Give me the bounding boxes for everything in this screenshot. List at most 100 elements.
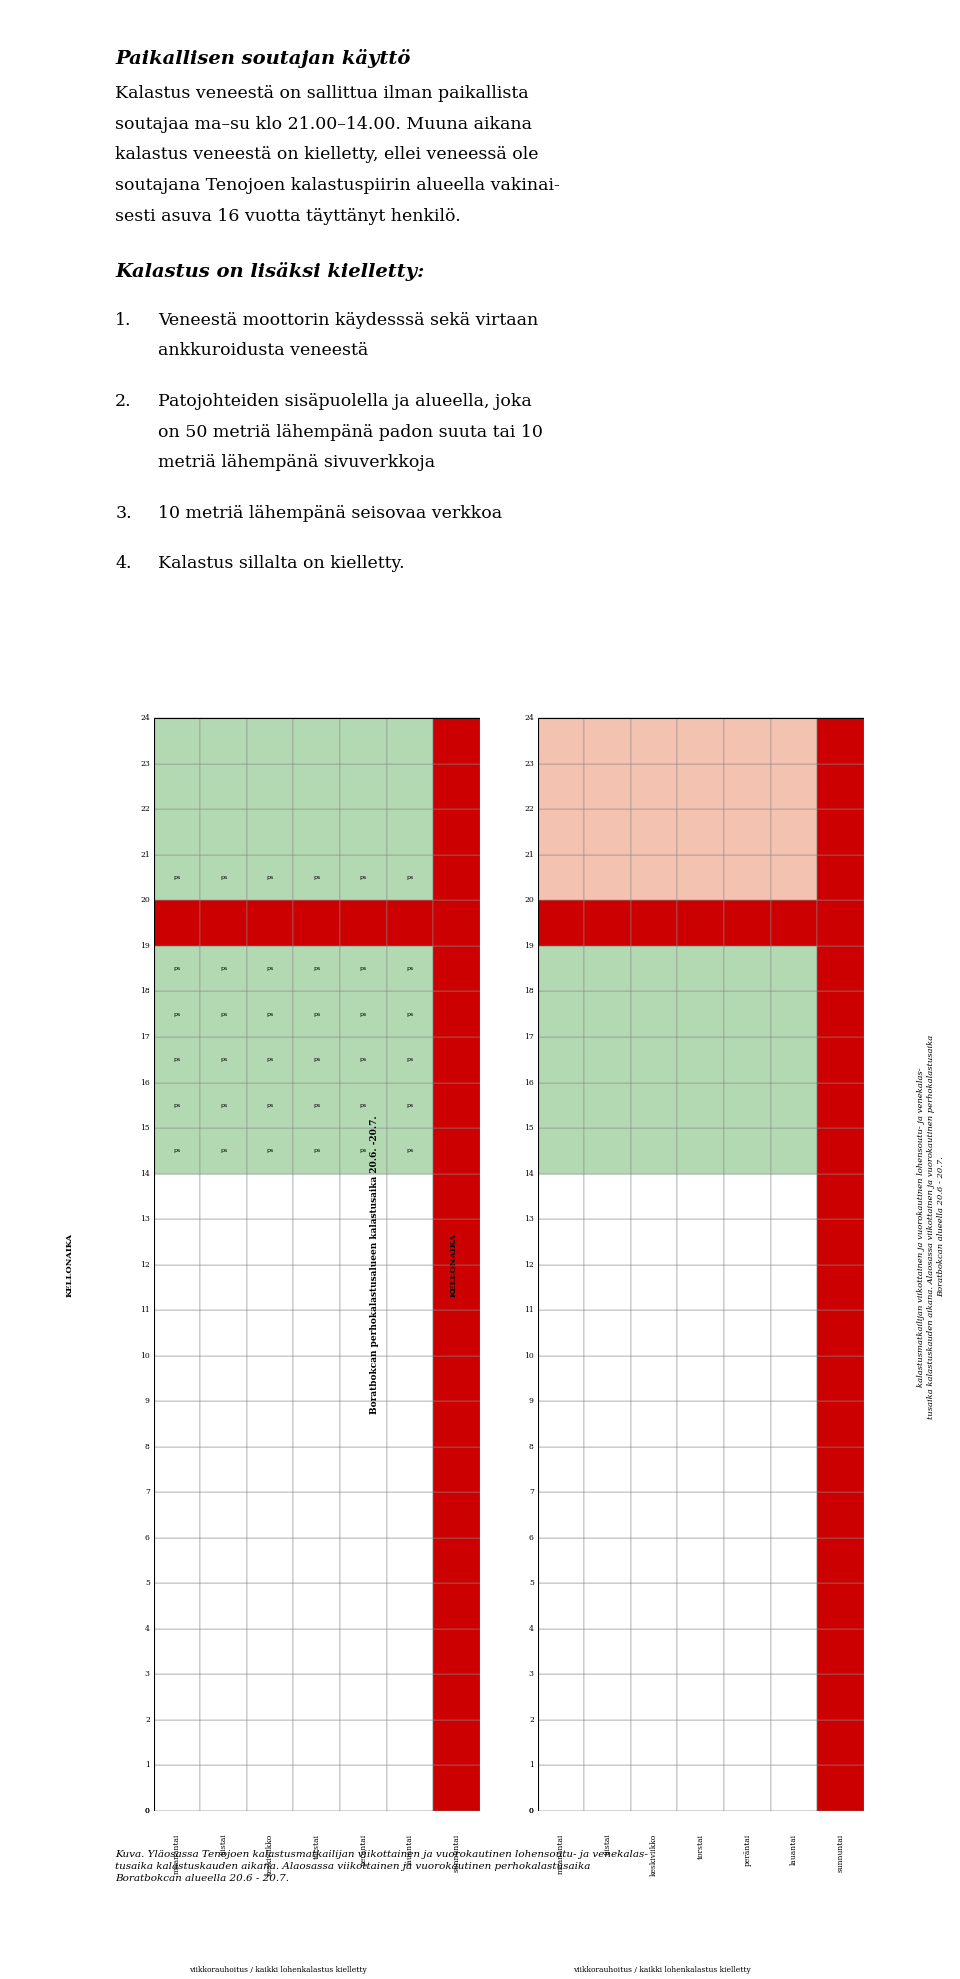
- Bar: [201, 1174, 247, 1219]
- Bar: [340, 1219, 387, 1265]
- Bar: [724, 1765, 771, 1811]
- Bar: [817, 1174, 864, 1219]
- Bar: [724, 991, 771, 1037]
- Bar: [247, 1401, 294, 1447]
- Bar: [387, 855, 433, 900]
- Bar: [724, 1583, 771, 1629]
- Text: Veneestä moottorin käydesssä sekä virtaan: Veneestä moottorin käydesssä sekä virtaa…: [158, 311, 539, 329]
- Text: Kalastus on lisäksi kielletty:: Kalastus on lisäksi kielletty:: [115, 261, 424, 281]
- Bar: [585, 1629, 631, 1674]
- Bar: [154, 1583, 201, 1629]
- Bar: [433, 1083, 480, 1128]
- Bar: [154, 1083, 201, 1128]
- Bar: [538, 1401, 585, 1447]
- Text: 0: 0: [145, 1807, 150, 1815]
- Text: peräntai: peräntai: [359, 1833, 368, 1866]
- Bar: [201, 718, 247, 764]
- Text: 0: 0: [529, 1807, 534, 1815]
- Bar: [387, 1401, 433, 1447]
- Bar: [294, 764, 340, 809]
- Bar: [585, 991, 631, 1037]
- Bar: [538, 1447, 585, 1492]
- Bar: [817, 1674, 864, 1720]
- Bar: [678, 1720, 724, 1765]
- Bar: [433, 1674, 480, 1720]
- Text: 24: 24: [140, 714, 150, 722]
- Bar: [294, 1219, 340, 1265]
- Bar: [387, 900, 433, 946]
- Bar: [585, 1356, 631, 1401]
- Bar: [247, 1447, 294, 1492]
- Bar: [678, 1538, 724, 1583]
- Text: ps: ps: [267, 966, 274, 972]
- Text: 3: 3: [529, 1670, 534, 1678]
- Bar: [585, 855, 631, 900]
- Text: viikkorauhoitus / kaikki lohenkalastus kielletty: viikkorauhoitus / kaikki lohenkalastus k…: [572, 1965, 751, 1975]
- Bar: [433, 946, 480, 991]
- Bar: [433, 900, 480, 946]
- Text: 0: 0: [145, 1807, 150, 1815]
- Bar: [247, 1037, 294, 1083]
- Text: Kalastus sillalta on kielletty.: Kalastus sillalta on kielletty.: [158, 554, 405, 572]
- Bar: [154, 991, 201, 1037]
- Bar: [678, 1447, 724, 1492]
- Bar: [154, 764, 201, 809]
- Bar: [678, 1765, 724, 1811]
- Bar: [294, 1310, 340, 1356]
- Bar: [340, 1583, 387, 1629]
- Text: KELLONAIKA: KELLONAIKA: [449, 1233, 458, 1296]
- Bar: [154, 1356, 201, 1401]
- Text: 4: 4: [145, 1625, 150, 1633]
- Bar: [724, 1310, 771, 1356]
- Bar: [771, 855, 817, 900]
- Bar: [201, 1674, 247, 1720]
- Bar: [247, 1583, 294, 1629]
- Bar: [538, 1492, 585, 1538]
- Bar: [817, 1219, 864, 1265]
- Text: 24: 24: [524, 714, 534, 722]
- Bar: [538, 855, 585, 900]
- Bar: [294, 1674, 340, 1720]
- Text: 16: 16: [524, 1079, 534, 1086]
- Bar: [433, 1492, 480, 1538]
- Text: tiistai: tiistai: [604, 1833, 612, 1854]
- Text: metriä lähempänä sivuverkkoja: metriä lähempänä sivuverkkoja: [158, 453, 436, 471]
- Bar: [631, 1765, 678, 1811]
- Text: Kuva. Yläosassa Tenojoen kalastusmatkailijan viikottainen ja vuorokautinen lohen: Kuva. Yläosassa Tenojoen kalastusmatkail…: [115, 1850, 648, 1882]
- Bar: [585, 1765, 631, 1811]
- Bar: [585, 1219, 631, 1265]
- Text: torstai: torstai: [313, 1833, 321, 1858]
- Bar: [387, 1310, 433, 1356]
- Bar: [154, 1765, 201, 1811]
- Bar: [631, 855, 678, 900]
- Bar: [631, 1583, 678, 1629]
- Bar: [771, 1447, 817, 1492]
- Bar: [538, 809, 585, 855]
- Text: ankkuroidusta veneestä: ankkuroidusta veneestä: [158, 342, 369, 360]
- Bar: [771, 1310, 817, 1356]
- Bar: [433, 718, 480, 764]
- Bar: [201, 1083, 247, 1128]
- Bar: [631, 900, 678, 946]
- Bar: [201, 1447, 247, 1492]
- Text: 9: 9: [529, 1397, 534, 1405]
- Bar: [433, 1765, 480, 1811]
- Bar: [294, 1720, 340, 1765]
- Bar: [817, 1083, 864, 1128]
- Bar: [201, 809, 247, 855]
- Bar: [678, 1583, 724, 1629]
- Text: 23: 23: [524, 760, 534, 768]
- Bar: [201, 1583, 247, 1629]
- Bar: [631, 1674, 678, 1720]
- Text: 2: 2: [529, 1716, 534, 1724]
- Text: 13: 13: [524, 1215, 534, 1223]
- Text: ps: ps: [406, 1011, 414, 1017]
- Bar: [631, 809, 678, 855]
- Bar: [678, 1356, 724, 1401]
- Bar: [247, 946, 294, 991]
- Bar: [631, 991, 678, 1037]
- Text: 17: 17: [524, 1033, 534, 1041]
- Bar: [387, 809, 433, 855]
- Bar: [631, 1265, 678, 1310]
- Text: sunnuntai: sunnuntai: [453, 1833, 461, 1872]
